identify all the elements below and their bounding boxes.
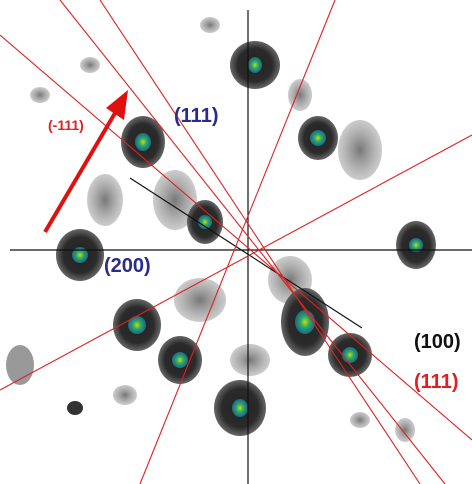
spot xyxy=(87,174,123,226)
spot xyxy=(350,412,370,428)
spot-core xyxy=(295,310,315,334)
label: (100) xyxy=(414,331,461,353)
spot-core xyxy=(342,347,358,363)
diffraction-figure: (-111) (111) (200) (100) (111) xyxy=(0,0,472,484)
spot xyxy=(113,385,137,405)
spot xyxy=(200,17,220,33)
label: (200) xyxy=(104,255,151,277)
label: (111) xyxy=(174,105,218,127)
spot xyxy=(174,278,226,322)
spot-core xyxy=(172,352,188,368)
spot xyxy=(67,401,83,415)
spot-core xyxy=(248,57,262,73)
label: (-111) xyxy=(48,117,84,133)
spot-core xyxy=(128,316,146,334)
spot-core xyxy=(310,130,326,146)
label: (111) xyxy=(414,371,458,393)
spot xyxy=(395,418,415,442)
spot-core xyxy=(232,399,248,417)
spot xyxy=(338,120,382,180)
spot-core xyxy=(135,133,151,151)
spot xyxy=(30,87,50,103)
spot xyxy=(230,344,270,376)
spot xyxy=(288,79,312,111)
spot xyxy=(80,57,100,73)
